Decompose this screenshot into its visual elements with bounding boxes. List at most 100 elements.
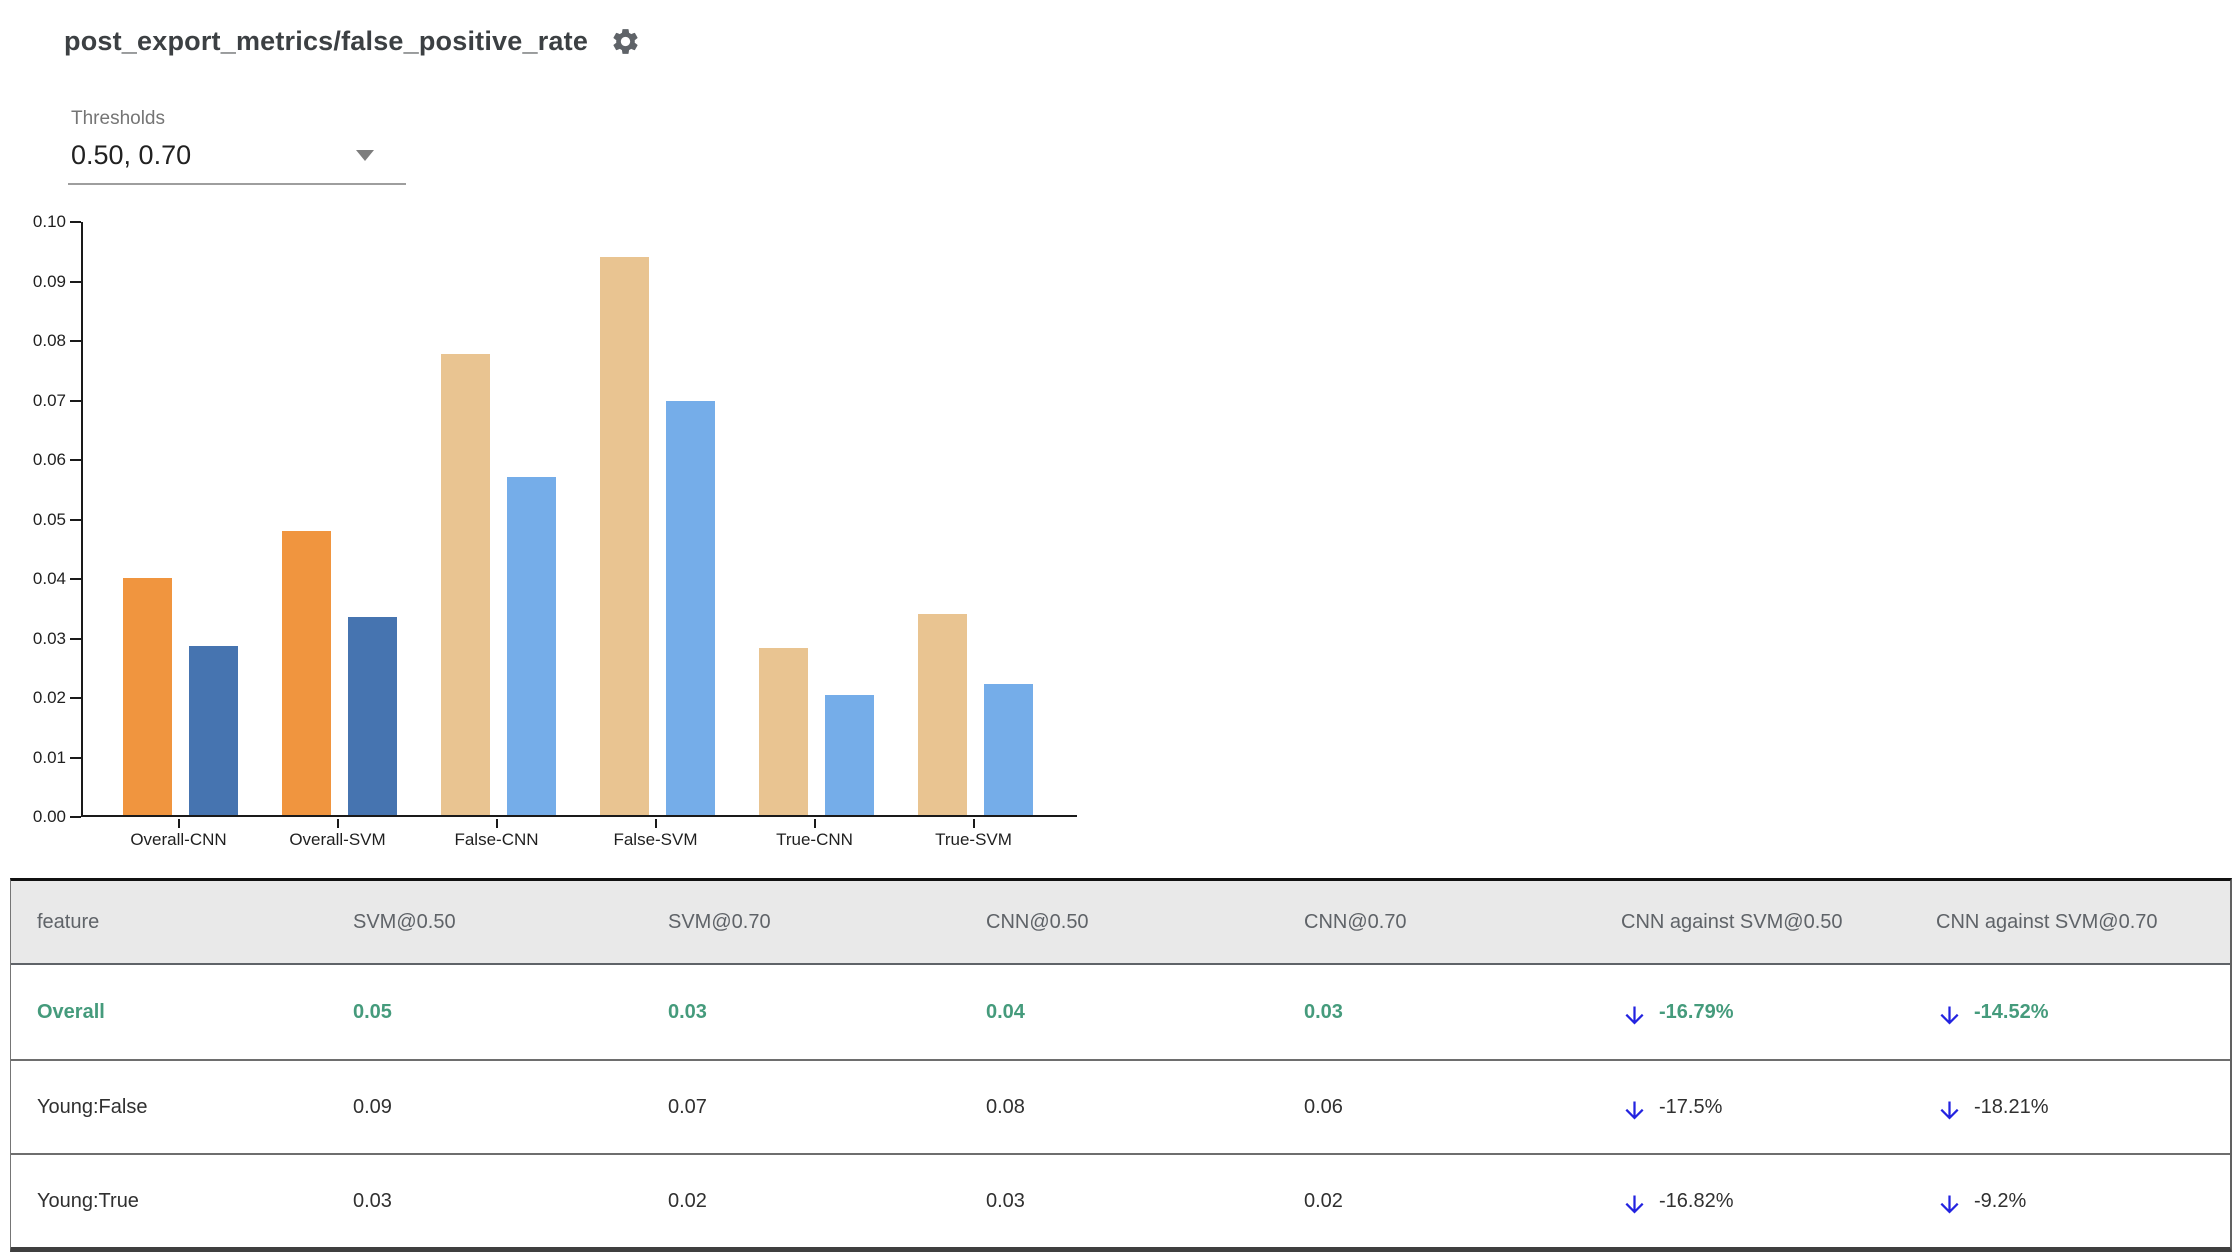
table-row-overall[interactable]: Overall 0.05 0.03 0.04 0.03 -16.79% -14.52% <box>11 965 2230 1059</box>
x-axis-tick-mark <box>336 819 339 828</box>
metric-value-cell: 0.09 <box>353 1095 392 1118</box>
arrow-down-icon <box>1625 1006 1644 1024</box>
y-axis-tick-label: 0.04 <box>32 569 66 588</box>
metric-value-cell: 0.08 <box>986 1095 1025 1118</box>
table-header-cnn-against-svm-0-70: CNN against SVM@0.70 <box>1936 910 2158 933</box>
y-axis-tick-label: 0.09 <box>32 271 66 291</box>
y-axis-tick-mark <box>70 340 81 342</box>
y-axis-tick-label: 0.07 <box>32 390 66 410</box>
metric-value-cell: 0.03 <box>668 1000 707 1023</box>
bar-True-SVM-threshold-0.70[interactable] <box>984 684 1033 815</box>
metric-value-cell: 0.07 <box>668 1095 707 1118</box>
arrow-down-icon <box>1625 1195 1644 1213</box>
bar-Overall-CNN-threshold-0.70[interactable] <box>189 646 238 815</box>
bar-False-SVM-threshold-0.50[interactable] <box>600 257 649 815</box>
table-header-cnn-against-svm-0-50: CNN against SVM@0.50 <box>1621 910 1843 933</box>
arrow-down-icon <box>1625 1101 1644 1119</box>
x-axis-category-label: False-SVM <box>613 830 698 849</box>
y-axis-tick-mark <box>70 578 81 580</box>
bar-True-CNN-threshold-0.70[interactable] <box>825 695 874 815</box>
bar-False-SVM-threshold-0.70[interactable] <box>666 401 715 815</box>
bar-Overall-SVM-threshold-0.70[interactable] <box>348 617 397 815</box>
bar-Overall-CNN-threshold-0.50[interactable] <box>123 578 172 815</box>
x-axis-category-label: Overall-CNN <box>130 830 227 849</box>
y-axis-tick-label: 0.06 <box>32 450 66 469</box>
table-header-svm-0-70: SVM@0.70 <box>668 910 771 933</box>
y-axis-tick-label: 0.08 <box>32 331 66 350</box>
settings-gear-icon[interactable] <box>610 26 641 57</box>
table-row-young-false[interactable]: Young:False 0.09 0.07 0.08 0.06 -17.5% -18.21% <box>11 1059 2230 1153</box>
y-axis-tick-mark <box>70 637 81 640</box>
delta-value: -17.5% <box>1659 1095 1723 1118</box>
table-header-svm-0-50: SVM@0.50 <box>353 910 456 933</box>
arrow-down-icon <box>1940 1006 1959 1024</box>
table-header-row: feature SVM@0.50 SVM@0.70 CNN@0.50 CNN@0.70 C… <box>11 881 2230 965</box>
x-axis-tick-mark <box>972 819 975 828</box>
delta-comparison-cell: -16.79% <box>1595 999 1910 1026</box>
arrow-down-icon <box>1940 1101 1959 1119</box>
y-axis-tick-label: 0.05 <box>32 509 66 529</box>
metric-value-cell: 0.03 <box>986 1189 1025 1212</box>
bar-False-CNN-threshold-0.70[interactable] <box>507 477 556 815</box>
feature-cell: Young:True <box>37 1189 139 1212</box>
x-axis-category-label: Overall-SVM <box>289 830 386 849</box>
arrow-down-icon <box>1940 1195 1959 1213</box>
table-header-cnn-0-70: CNN@0.70 <box>1304 910 1407 933</box>
metric-value-cell: 0.02 <box>1304 1189 1343 1212</box>
y-axis-tick-label: 0.10 <box>32 212 66 231</box>
delta-value: -14.52% <box>1974 1000 2049 1023</box>
bar-Overall-SVM-threshold-0.50[interactable] <box>282 531 331 815</box>
x-axis-tick-mark <box>495 819 498 828</box>
bar-False-CNN-threshold-0.50[interactable] <box>441 354 490 815</box>
table-row-young-true[interactable]: Young:True 0.03 0.02 0.03 0.02 -16.82% -9.2% <box>11 1153 2230 1247</box>
metric-value-cell: 0.04 <box>986 1000 1025 1023</box>
metric-value-cell: 0.03 <box>353 1189 392 1212</box>
x-axis-category-label: True-CNN <box>776 830 853 849</box>
metrics-table: feature SVM@0.50 SVM@0.70 CNN@0.50 CNN@0.70 C… <box>10 878 2232 1252</box>
page-title: post_export_metrics/false_positive_rate <box>64 26 589 56</box>
y-axis-tick-mark <box>70 280 81 283</box>
bar-True-SVM-threshold-0.50[interactable] <box>918 614 967 815</box>
y-axis-tick-mark <box>70 697 81 699</box>
y-axis-tick-label: 0.03 <box>32 628 66 648</box>
delta-value: -16.82% <box>1659 1189 1734 1212</box>
delta-comparison-cell: -16.82% <box>1595 1188 1910 1215</box>
delta-comparison-cell: -17.5% <box>1595 1094 1910 1121</box>
delta-value: -9.2% <box>1974 1189 2027 1212</box>
bar-True-CNN-threshold-0.50[interactable] <box>759 648 808 815</box>
table-header-cnn-0-50: CNN@0.50 <box>986 910 1089 933</box>
x-axis-tick-mark <box>177 819 180 828</box>
thresholds-selected-value: 0.50, 0.70 <box>71 140 192 170</box>
y-axis-tick-mark <box>70 459 81 461</box>
thresholds-label: Thresholds <box>71 108 165 129</box>
x-axis-tick-mark <box>813 819 816 828</box>
feature-cell: Young:False <box>37 1095 148 1118</box>
delta-comparison-cell: -9.2% <box>1910 1188 2230 1215</box>
y-axis-tick-label: 0.00 <box>32 807 66 826</box>
metric-value-cell: 0.05 <box>353 1000 392 1023</box>
delta-comparison-cell: -14.52% <box>1910 999 2230 1026</box>
feature-cell: Overall <box>37 1000 105 1023</box>
y-axis-tick-mark <box>70 756 81 759</box>
y-axis-tick-mark <box>70 399 81 402</box>
x-axis-category-label: True-SVM <box>935 830 1012 849</box>
y-axis-tick-mark <box>70 518 81 521</box>
delta-comparison-cell: -18.21% <box>1910 1094 2230 1121</box>
metric-value-cell: 0.02 <box>668 1189 707 1212</box>
x-axis-category-label: False-CNN <box>454 830 539 849</box>
y-axis-tick-mark <box>70 816 81 818</box>
metric-value-cell: 0.06 <box>1304 1095 1343 1118</box>
thresholds-dropdown[interactable]: Thresholds 0.50, 0.70 <box>68 108 406 185</box>
y-axis-tick-mark <box>70 221 81 223</box>
metric-value-cell: 0.03 <box>1304 1000 1343 1023</box>
y-axis-tick-label: 0.01 <box>32 747 66 767</box>
y-axis-tick-label: 0.02 <box>32 688 66 707</box>
table-header-feature: feature <box>37 910 100 933</box>
delta-value: -18.21% <box>1974 1095 2049 1118</box>
delta-value: -16.79% <box>1659 1000 1734 1023</box>
x-axis-tick-mark <box>654 819 657 828</box>
chart-plot-area <box>81 222 1077 817</box>
panel-header: post_export_metrics/false_positive_rate <box>64 26 641 57</box>
dropdown-caret-icon <box>356 150 374 161</box>
